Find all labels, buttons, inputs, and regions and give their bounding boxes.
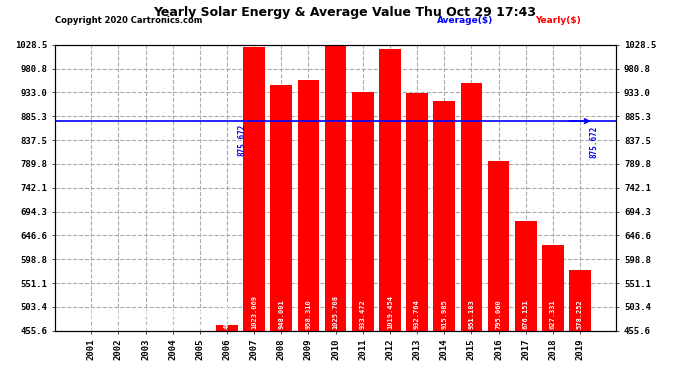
Text: 915.985: 915.985 xyxy=(441,299,447,329)
Text: 951.183: 951.183 xyxy=(469,299,474,329)
Text: Yearly($): Yearly($) xyxy=(535,16,581,25)
Text: 958.310: 958.310 xyxy=(306,299,311,329)
Bar xyxy=(325,46,346,331)
Text: 875.672: 875.672 xyxy=(237,124,246,156)
Text: 0.000: 0.000 xyxy=(197,308,203,329)
Text: 0.000: 0.000 xyxy=(88,308,95,329)
Text: Average($): Average($) xyxy=(437,16,493,25)
Bar xyxy=(460,83,482,331)
Text: 0.000: 0.000 xyxy=(115,308,121,329)
Bar xyxy=(406,93,428,331)
Text: 1025.708: 1025.708 xyxy=(333,295,339,329)
Bar xyxy=(270,85,292,331)
Bar xyxy=(433,101,455,331)
Text: 795.060: 795.060 xyxy=(495,299,502,329)
Bar xyxy=(488,161,509,331)
Bar xyxy=(569,270,591,331)
Text: Yearly Solar Energy & Average Value Thu Oct 29 17:43: Yearly Solar Energy & Average Value Thu … xyxy=(153,6,537,19)
Bar xyxy=(244,48,265,331)
Text: 0.000: 0.000 xyxy=(170,308,176,329)
Text: 1019.454: 1019.454 xyxy=(387,295,393,329)
Bar xyxy=(297,80,319,331)
Text: 1023.069: 1023.069 xyxy=(251,295,257,329)
Bar xyxy=(352,92,373,331)
Bar xyxy=(515,221,537,331)
Bar xyxy=(542,245,564,331)
Text: 948.001: 948.001 xyxy=(278,299,284,329)
Text: 578.252: 578.252 xyxy=(577,299,583,329)
Text: Copyright 2020 Cartronics.com: Copyright 2020 Cartronics.com xyxy=(55,16,202,25)
Text: 676.151: 676.151 xyxy=(522,299,529,329)
Text: 0.000: 0.000 xyxy=(143,308,148,329)
Text: 466.802: 466.802 xyxy=(224,299,230,329)
Text: 627.331: 627.331 xyxy=(550,299,556,329)
Text: 875.672: 875.672 xyxy=(589,126,598,159)
Bar xyxy=(379,49,401,331)
Text: 932.764: 932.764 xyxy=(414,299,420,329)
Text: 933.472: 933.472 xyxy=(359,299,366,329)
Bar xyxy=(216,325,238,331)
